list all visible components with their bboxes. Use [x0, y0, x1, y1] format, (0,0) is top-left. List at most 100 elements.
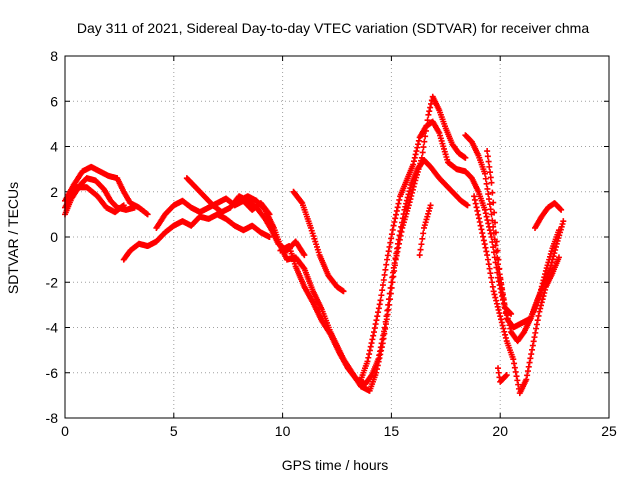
data-point — [390, 222, 397, 229]
data-point — [372, 321, 379, 328]
data-point — [377, 297, 384, 304]
data-point — [425, 111, 432, 118]
data-point — [555, 254, 562, 261]
data-point — [381, 330, 388, 337]
data-point — [416, 252, 423, 259]
data-point — [539, 280, 546, 287]
data-point — [392, 256, 399, 263]
y-tick-label: 2 — [50, 184, 58, 200]
y-axis-label: SDTVAR / TECUs — [5, 182, 21, 294]
data-point — [426, 205, 433, 212]
data-point — [541, 274, 548, 281]
data-point — [400, 219, 407, 226]
data-point — [538, 302, 544, 309]
data-point — [391, 267, 398, 274]
data-point — [415, 166, 422, 173]
series-track-h — [290, 188, 347, 295]
data-point — [383, 316, 390, 323]
data-points — [62, 93, 567, 397]
data-point — [511, 364, 518, 371]
data-point — [485, 261, 492, 268]
data-point — [382, 325, 389, 332]
data-point — [407, 196, 414, 203]
data-point — [387, 239, 394, 246]
data-point — [490, 199, 497, 206]
data-point — [379, 282, 386, 289]
y-tick-label: -6 — [46, 365, 59, 381]
data-point — [493, 297, 500, 304]
x-tick-label: 0 — [61, 423, 69, 439]
data-point — [485, 191, 492, 198]
grid — [65, 56, 609, 418]
data-point — [492, 294, 499, 301]
data-point — [381, 271, 388, 278]
data-point — [405, 202, 412, 209]
data-point — [546, 253, 553, 260]
data-point — [484, 252, 491, 259]
data-point — [529, 346, 536, 353]
data-point — [546, 256, 553, 263]
data-point — [490, 223, 497, 230]
y-tick-label: 0 — [50, 229, 58, 245]
data-point — [389, 279, 396, 286]
data-point — [490, 288, 497, 295]
x-tick-label: 20 — [492, 423, 508, 439]
data-point — [489, 283, 496, 290]
data-point — [385, 306, 392, 313]
data-point — [379, 287, 386, 294]
data-point — [555, 227, 562, 234]
data-point — [484, 148, 491, 155]
data-point — [382, 321, 389, 328]
data-point — [376, 301, 383, 308]
data-point — [558, 206, 565, 213]
data-point — [394, 204, 401, 211]
data-point — [498, 284, 505, 291]
data-point — [498, 279, 505, 286]
data-point — [398, 228, 405, 235]
series-track-p — [495, 365, 510, 385]
data-point — [375, 358, 382, 365]
data-point — [388, 231, 395, 238]
data-point — [388, 235, 395, 242]
data-point — [422, 219, 429, 226]
data-point — [494, 303, 501, 310]
data-point — [502, 372, 509, 379]
data-point — [388, 284, 395, 291]
data-point — [508, 310, 515, 317]
data-point — [475, 215, 482, 222]
data-point — [557, 206, 564, 213]
data-point — [510, 356, 517, 363]
data-point — [499, 289, 506, 296]
data-point — [493, 238, 500, 245]
data-point — [375, 309, 382, 316]
data-point — [364, 358, 371, 365]
data-point — [511, 360, 518, 367]
data-point — [393, 207, 400, 214]
data-point — [471, 193, 478, 200]
data-point — [487, 270, 494, 277]
data-point — [540, 277, 547, 284]
data-point — [386, 243, 393, 250]
data-point — [396, 240, 403, 247]
data-point — [536, 308, 543, 315]
data-point — [144, 211, 151, 218]
data-point — [404, 205, 411, 212]
data-point — [412, 177, 419, 184]
series-track-c — [62, 184, 127, 216]
data-point — [416, 163, 423, 170]
data-point — [532, 329, 539, 336]
data-point — [391, 219, 398, 226]
data-point — [373, 317, 380, 324]
data-point — [370, 329, 377, 336]
data-point — [477, 222, 484, 229]
series-track-j — [340, 93, 469, 394]
data-point — [499, 322, 506, 329]
data-point — [502, 334, 509, 341]
data-point — [415, 141, 422, 148]
data-point — [418, 157, 425, 164]
data-point — [427, 104, 434, 111]
data-point — [409, 189, 416, 196]
data-point — [528, 351, 535, 358]
data-point — [476, 219, 483, 226]
